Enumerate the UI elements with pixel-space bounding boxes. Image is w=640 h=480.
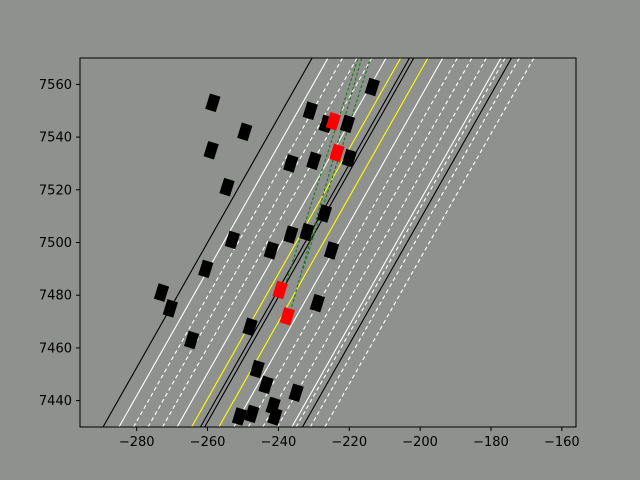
vehicle-17 (306, 151, 322, 171)
vehicle-11 (263, 241, 279, 260)
lane-line-1 (102, 58, 313, 427)
vehicle-15 (316, 204, 333, 223)
vehicle-2 (237, 122, 253, 142)
x-tick-label: −200 (402, 435, 438, 450)
vehicle-layer (153, 77, 380, 426)
lane-line-13 (262, 58, 473, 427)
vehicle-20 (339, 114, 356, 134)
y-tick-label: 7560 (39, 78, 72, 93)
x-tick-label: −260 (190, 435, 226, 450)
vehicle-1 (205, 93, 221, 113)
x-axis: −280 −260 −240 −220 −200 −180 −160 (119, 427, 580, 450)
x-tick-label: −240 (261, 435, 297, 450)
x-tick-label: −160 (544, 435, 580, 450)
lane-line-3 (133, 58, 344, 427)
lane-line-17 (295, 58, 506, 427)
y-tick-label: 7520 (39, 183, 72, 198)
vehicle-18 (341, 148, 357, 168)
y-tick-label: 7480 (39, 289, 72, 304)
lane-line-2 (118, 58, 329, 427)
lane-line-8 (199, 58, 410, 427)
lane-line-18 (309, 58, 520, 427)
vehicle-22 (364, 77, 380, 97)
lane-line-12 (247, 58, 458, 427)
lane-line-19 (324, 58, 535, 427)
vehicle-25 (258, 375, 274, 395)
vehicle-8 (162, 299, 178, 318)
lane-line-15 (291, 58, 502, 427)
lane-line-7 (191, 58, 402, 427)
y-tick-label: 7440 (39, 394, 72, 409)
x-tick-label: −280 (119, 435, 155, 450)
guide-path-layer (281, 58, 372, 317)
vehicle-12 (283, 225, 299, 244)
vehicle-14 (323, 241, 340, 260)
vehicle-23 (309, 293, 326, 313)
lane-line-16 (302, 58, 513, 427)
vehicle-9 (183, 330, 200, 350)
vehicle-24 (249, 359, 265, 379)
y-tick-label: 7500 (39, 236, 72, 251)
vehicle-7 (153, 283, 170, 302)
vehicle-21 (302, 101, 318, 120)
guide-path-1 (281, 58, 359, 296)
vehicle-28 (267, 407, 283, 426)
vehicle-13 (299, 222, 315, 242)
road-layer (102, 58, 535, 427)
vehicle-6 (198, 259, 214, 279)
vehicle-10 (242, 317, 258, 337)
lane-line-11 (233, 58, 444, 427)
vehicle-3 (203, 140, 219, 160)
x-tick-label: −220 (331, 435, 367, 450)
guide-path-3 (302, 58, 372, 270)
ego-vehicle-1 (272, 280, 288, 300)
vehicle-26 (288, 383, 304, 403)
vehicle-29 (244, 404, 260, 424)
y-tick-label: 7460 (39, 341, 72, 356)
ego-vehicle-2 (279, 307, 295, 326)
lane-line-14 (276, 58, 487, 427)
ego-vehicle-3 (329, 143, 345, 163)
vehicle-30 (231, 407, 248, 426)
y-tick-label: 7540 (39, 131, 72, 146)
ego-vehicle-4 (325, 111, 341, 131)
vehicle-4 (219, 177, 235, 197)
vehicle-16 (283, 154, 299, 173)
x-tick-label: −180 (473, 435, 509, 450)
vehicle-5 (224, 230, 240, 250)
y-axis: 7440 7460 7480 7500 7520 7540 7560 (39, 78, 80, 409)
